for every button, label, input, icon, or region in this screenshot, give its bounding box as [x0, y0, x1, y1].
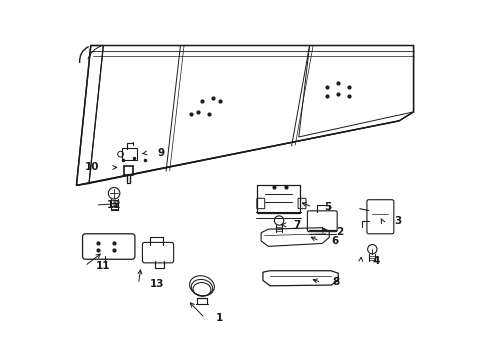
- Text: 6: 6: [331, 236, 338, 246]
- Text: 5: 5: [324, 202, 331, 212]
- Text: 12: 12: [107, 200, 122, 210]
- Text: 3: 3: [394, 216, 401, 226]
- Text: 8: 8: [333, 277, 340, 287]
- Text: 13: 13: [150, 279, 165, 289]
- Text: 2: 2: [337, 227, 343, 237]
- Text: 1: 1: [216, 313, 223, 323]
- Text: 7: 7: [294, 220, 301, 230]
- Text: 4: 4: [372, 256, 380, 266]
- Text: 10: 10: [85, 162, 100, 172]
- Text: 9: 9: [157, 148, 164, 158]
- Text: 11: 11: [96, 261, 111, 271]
